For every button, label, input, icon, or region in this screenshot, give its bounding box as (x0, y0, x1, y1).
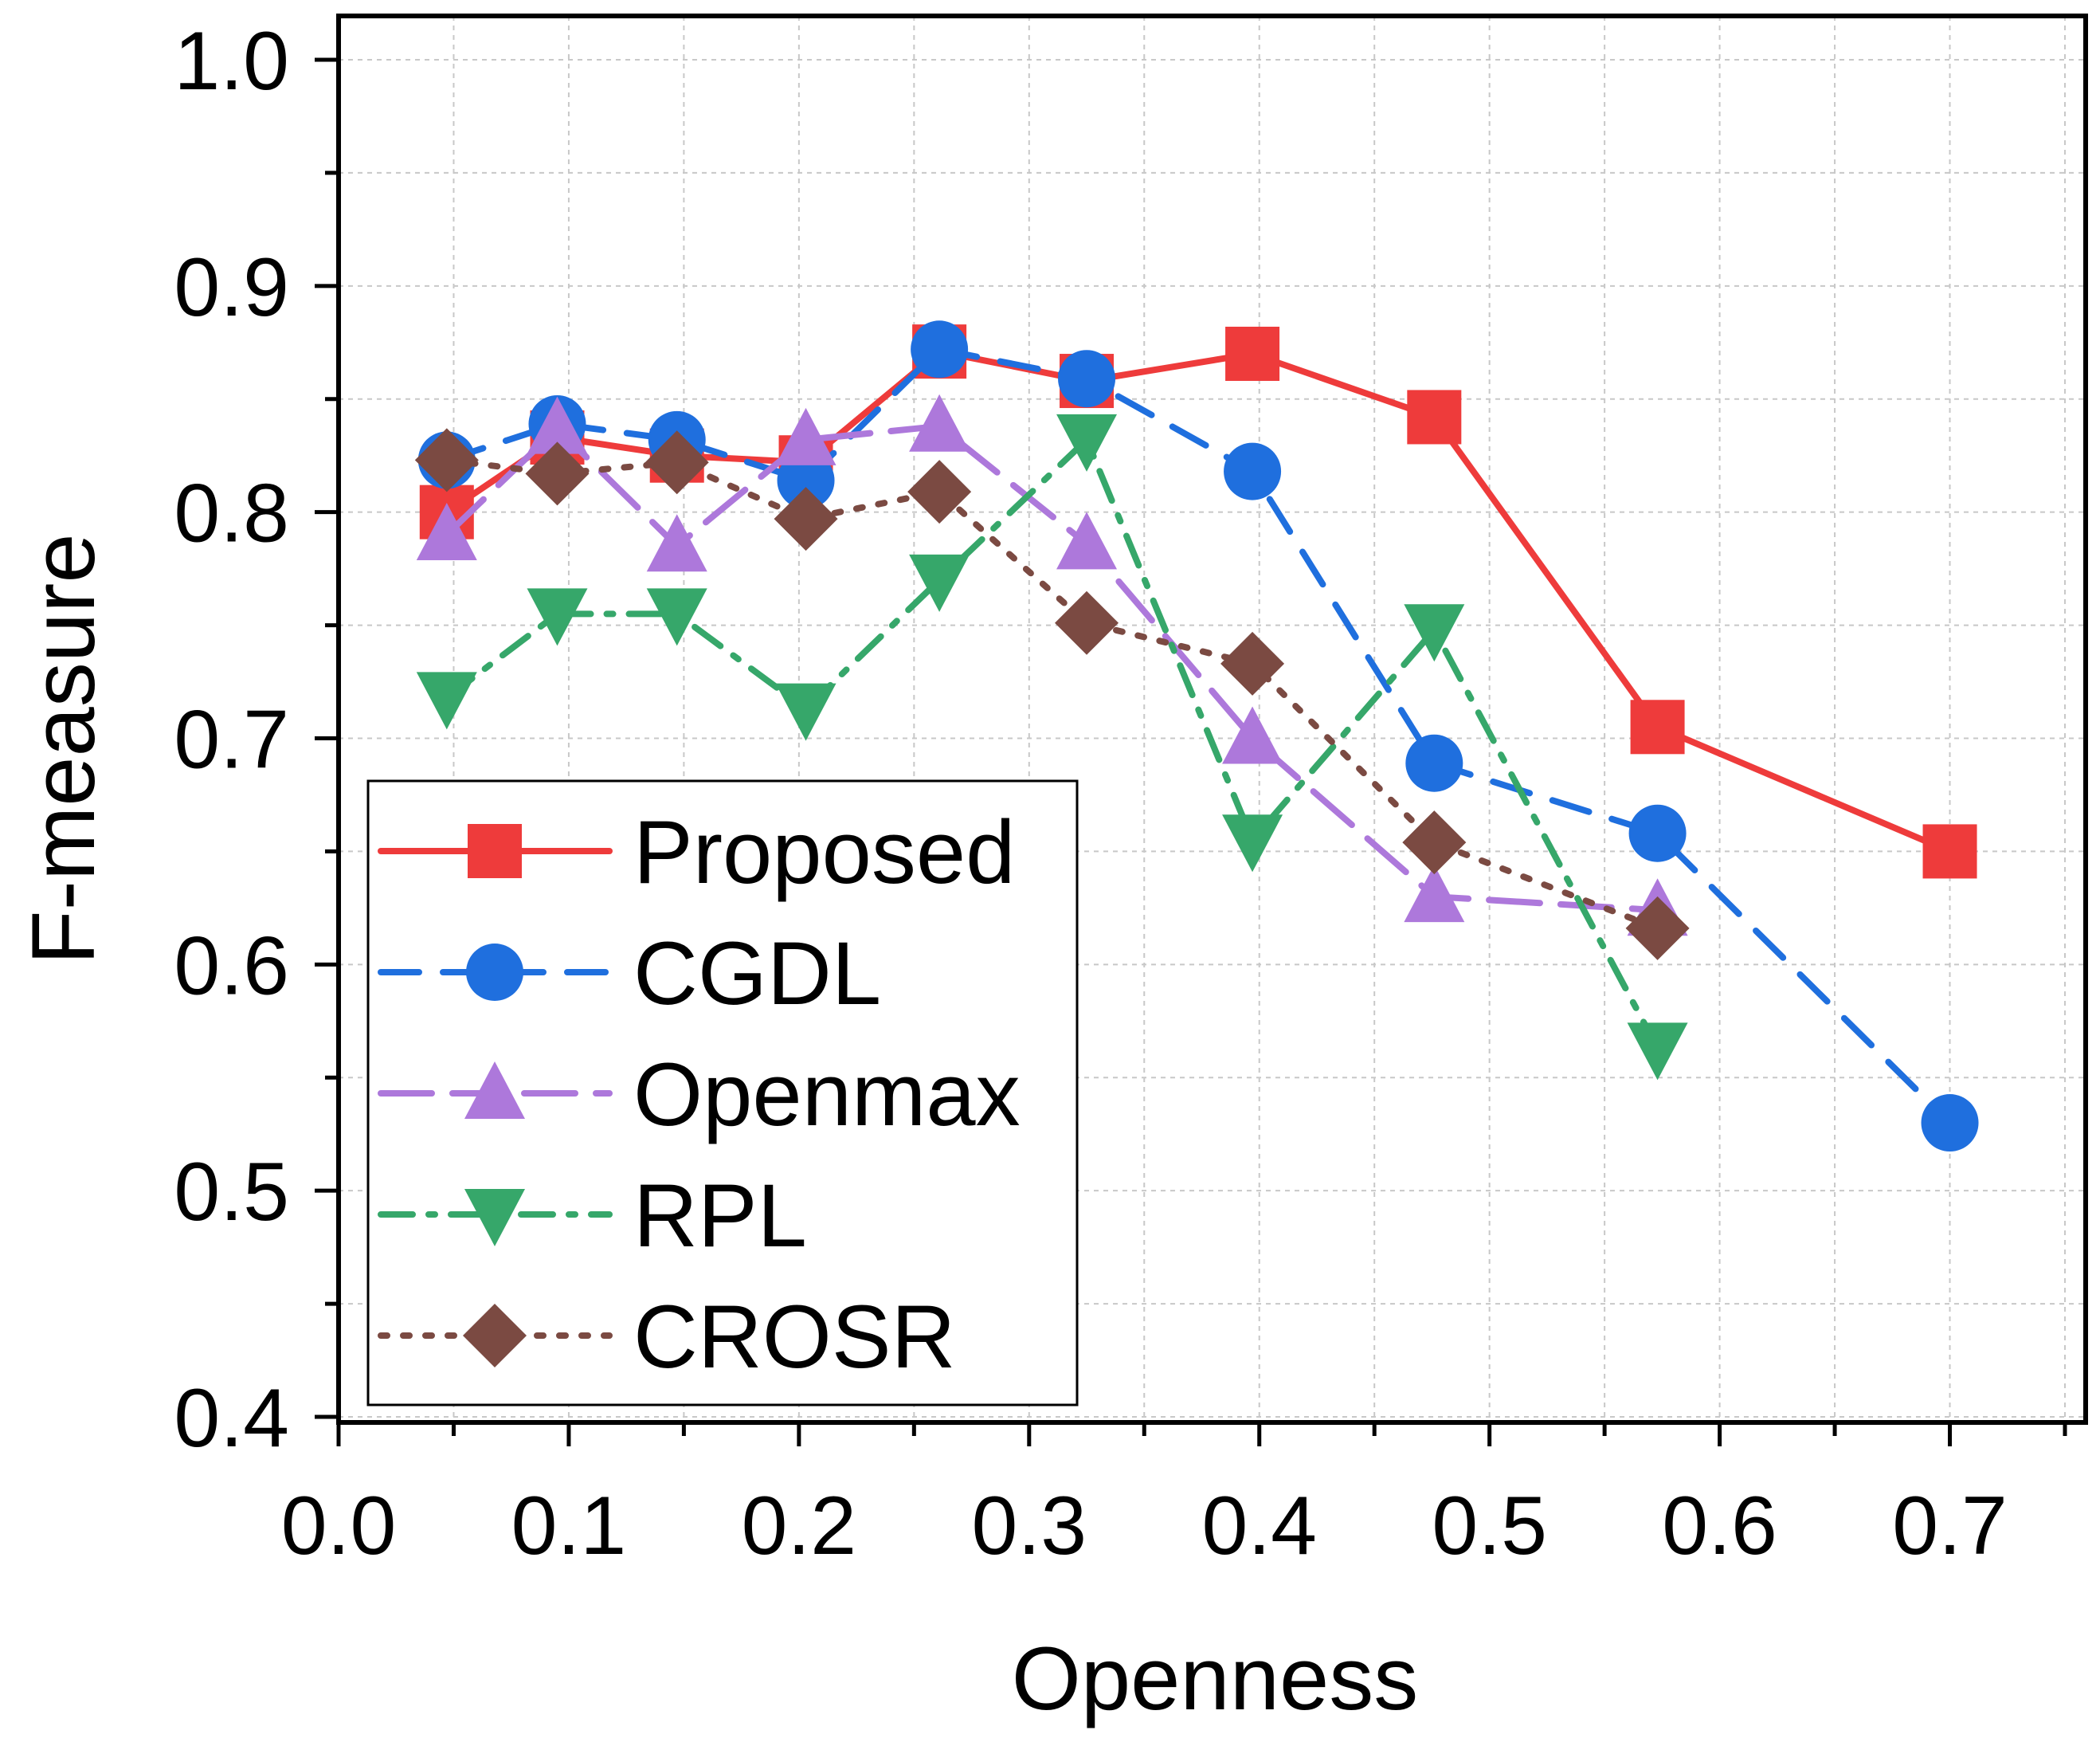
y-tick-label: 0.6 (174, 920, 289, 1012)
data-point-openmax (1222, 706, 1283, 764)
series-openmax (416, 394, 1688, 936)
data-point-crosr (1055, 590, 1119, 655)
x-tick-label: 0.3 (972, 1480, 1087, 1572)
x-tick-label: 0.2 (742, 1480, 857, 1572)
y-tick-label: 0.8 (174, 468, 289, 560)
data-point-cgdl (1058, 350, 1116, 408)
data-point-openmax (909, 394, 970, 452)
legend-entry-openmax: Openmax (378, 1045, 1021, 1144)
data-point-crosr (644, 430, 709, 495)
data-point-rpl (1056, 414, 1118, 472)
data-point-rpl (775, 683, 836, 741)
data-point-proposed (1225, 326, 1280, 381)
legend-label-cgdl: CGDL (633, 924, 881, 1023)
data-series (414, 320, 1979, 1152)
data-point-openmax (775, 407, 836, 465)
y-tick-label: 1.0 (174, 15, 289, 108)
data-point-rpl (527, 588, 588, 646)
data-point-openmax (646, 514, 707, 572)
data-point-cgdl (1628, 804, 1687, 862)
x-tick-label: 0.0 (281, 1480, 397, 1572)
tick-labels: 0.0 0.1 0.2 0.3 0.4 0.5 0.6 0.7 0.4 0.5 0.6 0.7 0.8 0… (174, 15, 2007, 1572)
y-tick-label: 0.9 (174, 241, 289, 334)
legend-label-openmax: Openmax (633, 1045, 1021, 1144)
data-point-cgdl (777, 451, 835, 509)
data-point-rpl (1222, 814, 1283, 873)
data-point-cgdl (911, 320, 969, 379)
legend-entry-crosr: CROSR (378, 1287, 955, 1387)
data-point-crosr (525, 441, 590, 506)
legend-marker-openmax (464, 1061, 525, 1119)
data-point-crosr (774, 487, 838, 551)
series-line-crosr (443, 457, 1661, 932)
data-point-crosr (907, 460, 972, 524)
data-point-proposed (1922, 824, 1977, 879)
legend: Proposed CGDL Openmax RPL CROSR (366, 779, 1079, 1406)
x-tick-label: 0.1 (511, 1480, 627, 1572)
data-point-rpl (416, 672, 477, 730)
data-point-cgdl (1405, 734, 1463, 792)
legend-entry-proposed: Proposed (378, 802, 1015, 902)
x-tick-label: 0.6 (1662, 1480, 1777, 1572)
data-point-proposed (1630, 700, 1685, 755)
data-point-cgdl (1224, 442, 1282, 500)
data-point-openmax (1404, 865, 1465, 923)
y-tick-label: 0.4 (174, 1372, 289, 1465)
data-point-rpl (1627, 1022, 1688, 1081)
x-tick-label: 0.4 (1201, 1480, 1317, 1572)
y-tick-label: 0.5 (174, 1146, 289, 1238)
data-point-rpl (909, 554, 970, 612)
legend-entry-rpl: RPL (378, 1166, 807, 1265)
data-point-openmax (1056, 512, 1118, 570)
legend-label-rpl: RPL (633, 1166, 807, 1265)
data-point-rpl (646, 588, 707, 646)
legend-entry-cgdl: CGDL (378, 924, 881, 1023)
data-point-crosr (1625, 896, 1690, 960)
series-line-rpl (443, 436, 1661, 1052)
legend-marker-cgdl (466, 944, 523, 1001)
series-line-cgdl (443, 346, 1953, 1127)
data-point-openmax (416, 503, 477, 561)
y-axis-title: F-measure (14, 533, 113, 964)
data-point-crosr (1402, 810, 1467, 875)
x-tick-label: 0.7 (1892, 1480, 2008, 1572)
series-crosr (414, 428, 1690, 960)
legend-marker-crosr (463, 1304, 527, 1367)
data-point-crosr (414, 428, 479, 492)
series-rpl (416, 414, 1688, 1081)
data-point-rpl (1404, 604, 1465, 662)
data-point-openmax (527, 396, 588, 454)
data-point-crosr (1220, 631, 1285, 696)
x-axis-title: Openness (1012, 1629, 1419, 1728)
legend-label-crosr: CROSR (633, 1287, 955, 1387)
legend-marker-rpl (464, 1189, 525, 1246)
data-point-cgdl (1921, 1094, 1979, 1152)
y-tick-label: 0.7 (174, 694, 289, 787)
legend-label-proposed: Proposed (633, 802, 1015, 902)
data-point-proposed (1407, 390, 1462, 445)
plot-frame (336, 14, 2088, 1425)
legend-marker-proposed (468, 824, 522, 878)
x-tick-label: 0.5 (1432, 1480, 1547, 1572)
